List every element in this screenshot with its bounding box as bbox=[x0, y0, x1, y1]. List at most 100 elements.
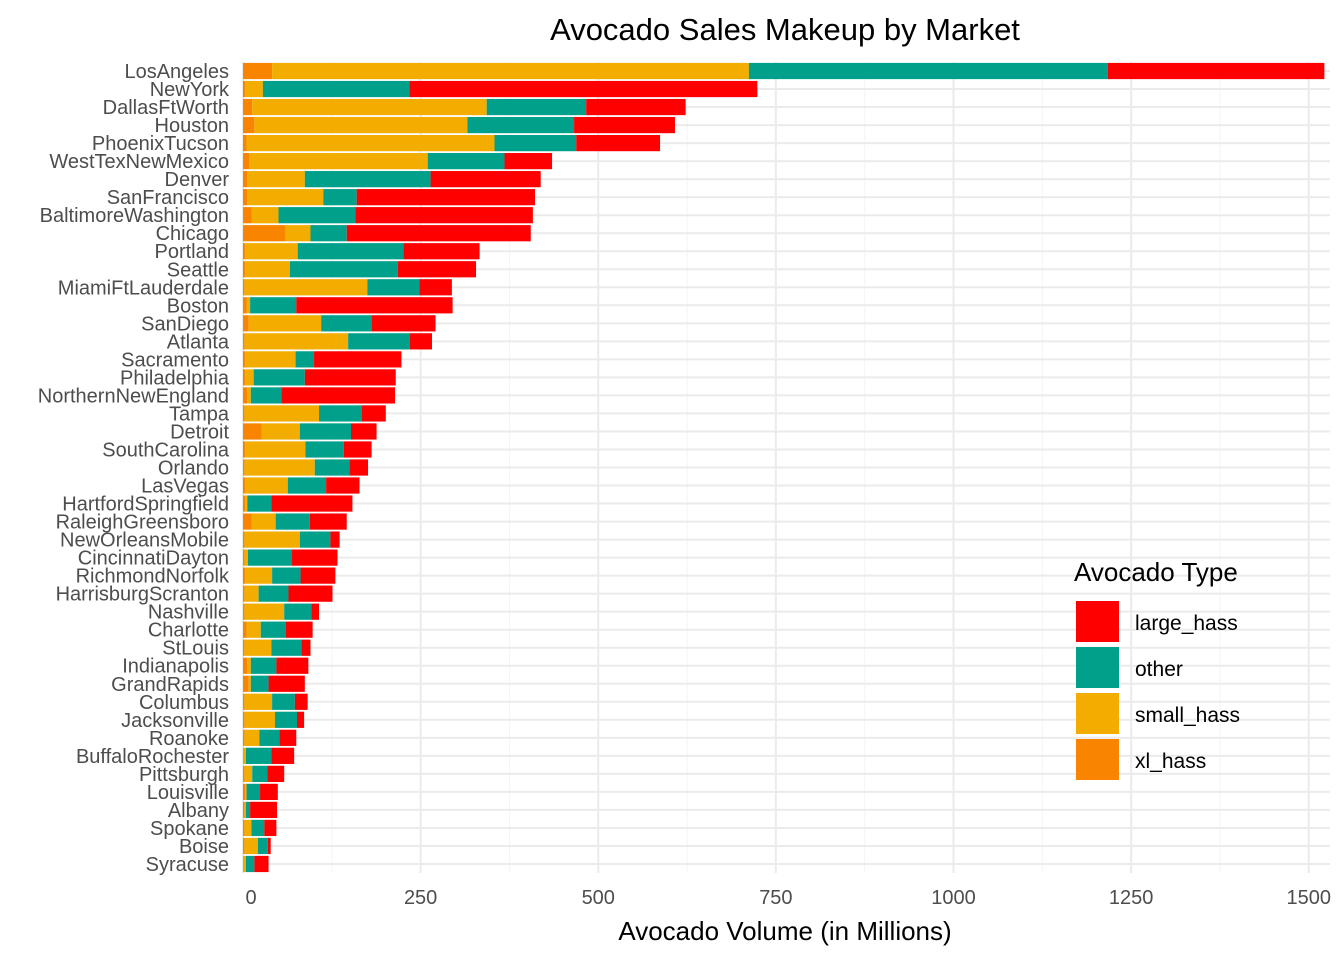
y-tick-label: Houston bbox=[155, 115, 230, 137]
bar-RichmondNorfolk-other bbox=[272, 567, 301, 584]
bar-Denver-other bbox=[304, 171, 431, 188]
bar-Nashville-large_hass bbox=[311, 603, 320, 620]
bar-WestTexNewMexico-small_hass bbox=[249, 153, 428, 170]
bar-WestTexNewMexico-large_hass bbox=[504, 153, 553, 170]
bar-Detroit-other bbox=[299, 423, 351, 440]
bar-Portland-large_hass bbox=[403, 243, 480, 260]
bar-Orlando-large_hass bbox=[349, 459, 369, 476]
bar-LosAngeles-xl_hass bbox=[243, 62, 273, 80]
bar-MiamiFtLauderdale-xl_hass bbox=[243, 279, 245, 296]
bar-Seattle-other bbox=[289, 261, 398, 278]
bar-Pittsburgh-large_hass bbox=[267, 765, 285, 782]
bar-Atlanta-large_hass bbox=[409, 333, 432, 350]
bar-Nashville-small_hass bbox=[244, 603, 285, 620]
bar-NorthernNewEngland-other bbox=[250, 387, 282, 404]
y-tick-label: DallasFtWorth bbox=[103, 97, 229, 119]
bar-Philadelphia-other bbox=[253, 369, 305, 386]
y-tick-label: Denver bbox=[165, 169, 230, 191]
bar-NewOrleansMobile-small_hass bbox=[244, 531, 300, 548]
bar-LasVegas-small_hass bbox=[245, 477, 288, 494]
y-tick-label: HarrisburgScranton bbox=[56, 584, 229, 606]
bar-Columbus-small_hass bbox=[244, 693, 273, 710]
bar-MiamiFtLauderdale-other bbox=[367, 279, 420, 296]
bar-StLouis-large_hass bbox=[301, 639, 311, 656]
bar-GrandRapids-xl_hass bbox=[243, 675, 249, 692]
bar-Syracuse-small_hass bbox=[243, 855, 246, 873]
bar-Syracuse-other bbox=[245, 855, 255, 873]
y-tick-label: BaltimoreWashington bbox=[40, 205, 229, 227]
bar-Seattle-small_hass bbox=[245, 261, 290, 278]
bar-Nashville-other bbox=[284, 603, 312, 620]
y-tick-label: Philadelphia bbox=[120, 367, 230, 389]
bar-NorthernNewEngland-xl_hass bbox=[243, 387, 248, 404]
bar-BaltimoreWashington-other bbox=[278, 207, 356, 224]
bar-CincinnatiDayton-large_hass bbox=[292, 549, 338, 566]
bar-Boise-other bbox=[257, 837, 268, 855]
bar-Chicago-large_hass bbox=[346, 225, 531, 242]
bar-NewYork-other bbox=[262, 80, 410, 98]
y-tick-label: Louisville bbox=[147, 782, 229, 804]
y-tick-label: HartfordSpringfield bbox=[62, 494, 229, 516]
bar-SouthCarolina-small_hass bbox=[245, 441, 306, 458]
x-axis-tick-labels: 0 250 500 750 1000 1250 1500 bbox=[245, 887, 1331, 909]
x-tick-label: 0 bbox=[245, 887, 256, 909]
bar-NewYork-small_hass bbox=[245, 80, 263, 98]
y-tick-label: Columbus bbox=[139, 692, 229, 714]
bar-Boise-xl_hass bbox=[243, 837, 245, 855]
bar-Detroit-small_hass bbox=[261, 423, 300, 440]
bar-StLouis-small_hass bbox=[244, 639, 272, 656]
bar-Jacksonville-xl_hass bbox=[243, 711, 245, 728]
bar-PhoenixTucson-small_hass bbox=[246, 134, 495, 152]
bar-LosAngeles-large_hass bbox=[1107, 62, 1325, 80]
legend-key-xl_hass bbox=[1076, 739, 1119, 780]
bar-BuffaloRochester-small_hass bbox=[243, 747, 246, 764]
bar-DallasFtWorth-large_hass bbox=[586, 98, 686, 116]
y-tick-label: Seattle bbox=[167, 259, 229, 281]
bar-NewOrleansMobile-other bbox=[299, 531, 331, 548]
bar-Chicago-other bbox=[310, 225, 347, 242]
bar-GrandRapids-small_hass bbox=[248, 675, 251, 692]
bar-Philadelphia-large_hass bbox=[304, 369, 396, 386]
y-tick-label: Boston bbox=[167, 295, 229, 317]
bar-Charlotte-xl_hass bbox=[243, 621, 247, 638]
bar-DallasFtWorth-other bbox=[486, 98, 587, 116]
legend-label-small_hass: small_hass bbox=[1135, 704, 1240, 727]
bar-Spokane-xl_hass bbox=[243, 819, 245, 837]
bar-MiamiFtLauderdale-large_hass bbox=[419, 279, 452, 296]
bar-LosAngeles-other bbox=[748, 62, 1108, 80]
y-tick-label: Detroit bbox=[170, 421, 229, 443]
bar-Philadelphia-small_hass bbox=[245, 369, 254, 386]
legend-label-large_hass: large_hass bbox=[1135, 612, 1238, 635]
x-tick-label: 250 bbox=[404, 887, 437, 909]
bar-MiamiFtLauderdale-small_hass bbox=[244, 279, 368, 296]
bar-Houston-other bbox=[467, 116, 575, 134]
legend-key-other bbox=[1076, 647, 1119, 688]
bar-Boston-other bbox=[250, 297, 297, 314]
bar-Albany-other bbox=[245, 801, 251, 819]
bar-Roanoke-large_hass bbox=[279, 729, 297, 746]
bar-BuffaloRochester-other bbox=[245, 747, 272, 764]
bar-RaleighGreensboro-other bbox=[275, 513, 310, 530]
x-tick-label: 750 bbox=[759, 887, 792, 909]
x-tick-label: 500 bbox=[582, 887, 615, 909]
bar-Boise-large_hass bbox=[267, 837, 271, 855]
bar-NewOrleansMobile-large_hass bbox=[330, 531, 340, 548]
bar-Columbus-xl_hass bbox=[243, 693, 245, 710]
y-tick-label: StLouis bbox=[162, 638, 229, 660]
bar-Roanoke-other bbox=[259, 729, 280, 746]
bar-Indianapolis-small_hass bbox=[247, 657, 251, 674]
bar-Houston-large_hass bbox=[574, 116, 675, 134]
bar-SanDiego-other bbox=[321, 315, 372, 332]
y-tick-label: CincinnatiDayton bbox=[78, 548, 229, 570]
bar-DallasFtWorth-small_hass bbox=[252, 98, 487, 116]
bar-Atlanta-other bbox=[348, 333, 410, 350]
y-tick-label: Albany bbox=[168, 800, 229, 822]
bar-DallasFtWorth-xl_hass bbox=[243, 98, 253, 116]
bar-Albany-xl_hass bbox=[243, 801, 245, 819]
y-tick-label: LosAngeles bbox=[124, 61, 229, 83]
bar-HartfordSpringfield-xl_hass bbox=[243, 495, 246, 512]
x-tick-label: 1000 bbox=[931, 887, 976, 909]
bar-RaleighGreensboro-large_hass bbox=[309, 513, 347, 530]
bar-BuffaloRochester-large_hass bbox=[271, 747, 295, 764]
